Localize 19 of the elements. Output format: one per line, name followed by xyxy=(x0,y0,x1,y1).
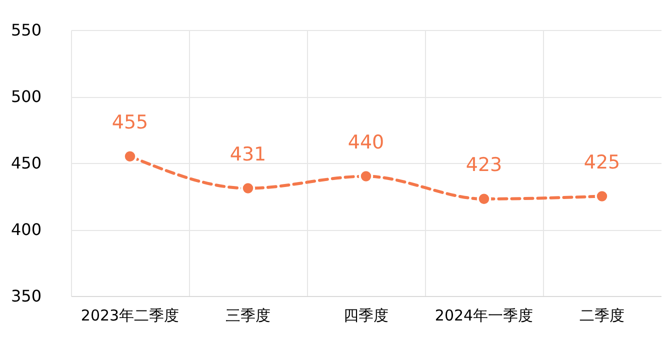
y-tick-label: 450 xyxy=(10,154,42,172)
data-label: 431 xyxy=(230,143,266,166)
y-tick-label: 400 xyxy=(10,220,42,239)
point xyxy=(122,149,138,164)
y-tick-label: 500 xyxy=(10,87,42,106)
point xyxy=(358,169,374,184)
y-tick-label: 550 xyxy=(10,20,42,40)
point xyxy=(594,189,610,204)
data-label: 425 xyxy=(584,151,620,174)
x-tick-label: 三季度 xyxy=(226,306,270,324)
data-label: 423 xyxy=(466,154,502,176)
data-label: 455 xyxy=(112,111,148,134)
x-tick-label: 2024年一季度 xyxy=(434,306,534,324)
x-tick-label: 二季度 xyxy=(580,306,624,324)
y-tick-label: 350 xyxy=(10,286,42,306)
x-tick-label: 四季度 xyxy=(344,306,388,324)
x-tick-label: 2023年二季度 xyxy=(80,306,180,324)
point xyxy=(240,181,256,196)
data-label: 440 xyxy=(348,131,384,154)
